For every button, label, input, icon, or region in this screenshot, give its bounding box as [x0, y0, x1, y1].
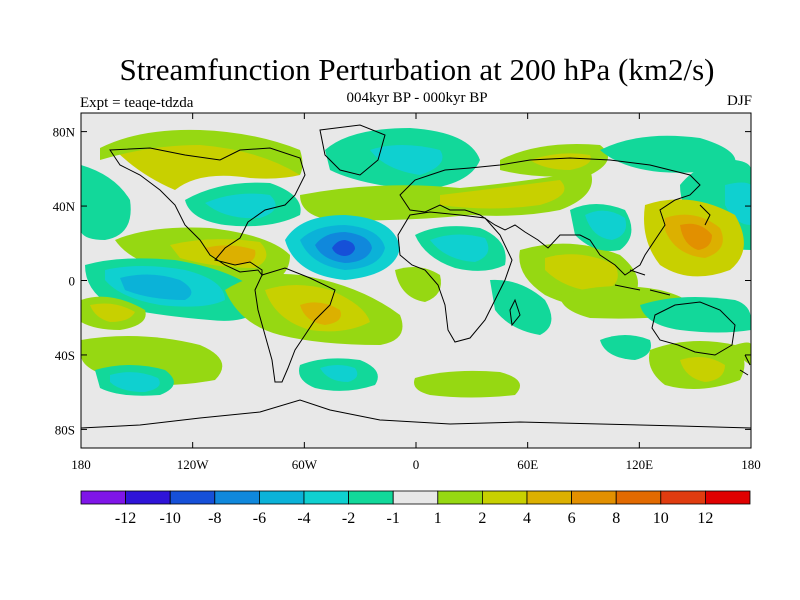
- coastline-australia: [651, 301, 736, 356]
- lon-tick-label: 180: [71, 457, 91, 472]
- colorbar-swatch: [571, 490, 617, 505]
- contour-negative-south-atlantic-inner: [320, 365, 358, 382]
- colorbar-swatch: [214, 490, 260, 505]
- coastline-madagascar: [509, 298, 521, 327]
- season-label: DJF: [726, 93, 752, 109]
- contour-negative-south-pacific-high-lat-inner: [110, 372, 160, 392]
- lat-tick-label: 80N: [53, 125, 76, 140]
- colorbar-label: 1: [434, 510, 442, 527]
- contour-negative-africa-inner: [430, 234, 489, 262]
- experiment-label: Expt = teaqe-tdzda: [80, 95, 194, 111]
- colorbar-swatch: [615, 490, 662, 505]
- colorbar-swatch: [481, 490, 528, 505]
- coastline-japan: [699, 204, 711, 226]
- colorbar-label: -12: [115, 510, 136, 527]
- colorbar-swatch: [392, 490, 439, 505]
- coastline-north-america: [109, 147, 306, 277]
- colorbar-label: -2: [342, 510, 355, 527]
- contour-negative-indian-ocean: [490, 279, 552, 335]
- contour-negative-north-america-inner: [205, 193, 276, 219]
- contour-positive-south-america-core: [300, 302, 341, 325]
- contour-negative-north-pacific: [81, 165, 131, 240]
- colorbar-label: -4: [297, 510, 310, 527]
- plot-subtitle: 004kyr BP - 000kyr BP: [346, 90, 488, 106]
- coastline-indonesia: [614, 269, 671, 296]
- contour-negative-australia: [640, 296, 751, 333]
- plot-title: Streamfunction Perturbation at 200 hPa (…: [119, 52, 715, 87]
- colorbar-label: -1: [387, 510, 400, 527]
- colorbar-swatch: [169, 490, 216, 505]
- contour-negative-south-indian: [600, 335, 651, 360]
- contour-positive-west-pacific-core: [680, 223, 712, 250]
- map-axes: 80N 40N 0 40S 80S 180 120W 60W 0 60E 120E 180: [53, 113, 761, 472]
- contour-negative-east-pacific-3: [120, 274, 192, 300]
- contour-positive-arctic-canada-outer: [100, 129, 303, 175]
- contour-negative-north-atlantic-inner: [370, 145, 443, 175]
- coastline-greenland: [319, 124, 386, 176]
- contour-positive-south-pacific-inner: [90, 303, 135, 322]
- lon-tick-label: 120W: [177, 457, 210, 472]
- colorbar-label: 8: [612, 510, 620, 527]
- lon-tick-label: 0: [413, 457, 420, 472]
- colorbar-label: 10: [653, 510, 669, 527]
- lat-tick-label: 0: [69, 274, 76, 289]
- lon-tick-label: 120E: [626, 457, 654, 472]
- contour-positive-southeast-australia-inner: [680, 356, 725, 382]
- contour-negative-south-asia-inner: [585, 210, 627, 240]
- lat-tick-label: 40N: [53, 199, 76, 214]
- colorbar-swatch: [258, 490, 305, 505]
- colorbar-label: 6: [568, 510, 576, 527]
- contour-negative-tropical-atlantic-core: [332, 240, 355, 256]
- colorbar-swatch: [303, 490, 349, 505]
- colorbar-swatch: [437, 490, 483, 505]
- contour-fields: [81, 128, 751, 398]
- contour-positive-eurasia-band-inner: [440, 180, 565, 209]
- colorbar-label: 2: [478, 510, 486, 527]
- coastline-new-zealand: [739, 354, 751, 376]
- lon-tick-label: 60E: [517, 457, 538, 472]
- colorbar-label: -10: [160, 510, 181, 527]
- contour-positive-siberia-inner: [530, 153, 591, 170]
- colorbar-swatch: [80, 490, 126, 505]
- colorbar-swatch: [348, 490, 394, 505]
- colorbar-label: 12: [697, 510, 713, 527]
- contour-positive-indian-ocean-inner: [545, 254, 618, 292]
- lon-tick-label: 60W: [292, 457, 318, 472]
- lat-tick-label: 80S: [55, 422, 75, 437]
- colorbar-label: -8: [208, 510, 221, 527]
- colorbar-swatch: [125, 490, 171, 505]
- colorbar-label: -6: [253, 510, 266, 527]
- colorbar-label: 4: [523, 510, 531, 527]
- lat-tick-label: 40S: [55, 348, 75, 363]
- colorbar: -12 -10 -8 -6 -4 -2 -1 1 2 4 6 8 10 12: [80, 490, 751, 527]
- colorbar-swatch: [705, 490, 751, 505]
- coastline-europe: [399, 157, 701, 276]
- contour-positive-south-indian: [414, 370, 520, 398]
- coastline-africa: [397, 211, 513, 343]
- coastlines: [81, 124, 751, 429]
- lon-tick-label: 180: [741, 457, 761, 472]
- colorbar-swatch: [526, 490, 572, 505]
- coastline-antarctica: [81, 399, 751, 429]
- contour-positive-central-america-inner: [205, 245, 256, 265]
- colorbar-swatch: [660, 490, 706, 505]
- coastline-south-america: [254, 267, 336, 383]
